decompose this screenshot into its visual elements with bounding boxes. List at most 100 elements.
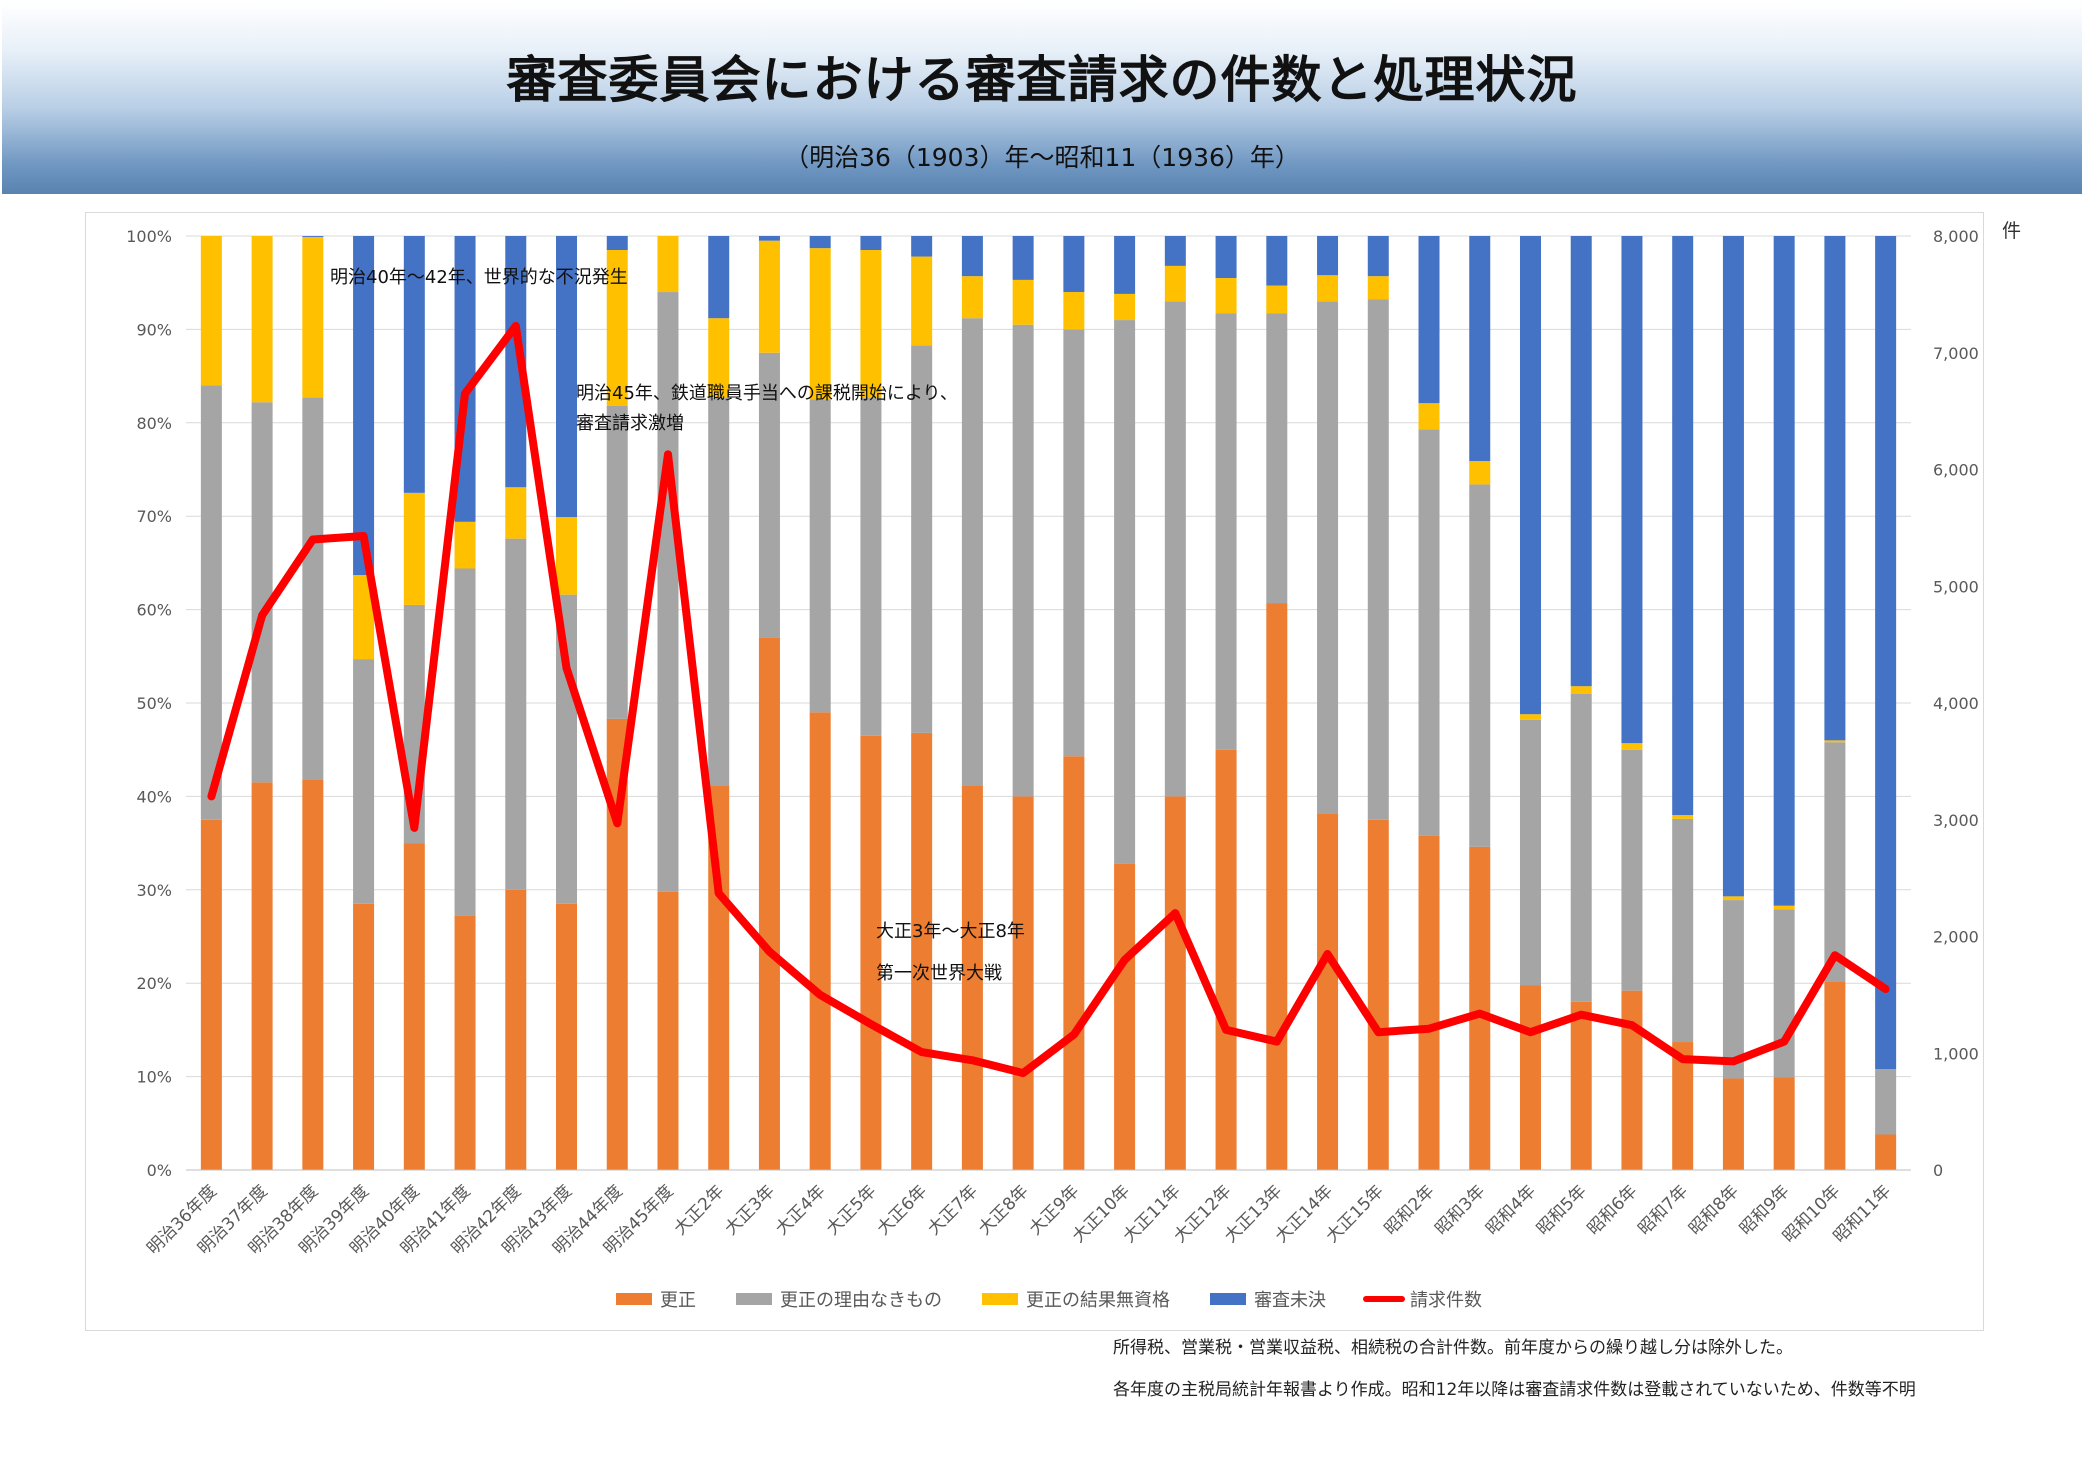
page-title: 審査委員会における審査請求の件数と処理状況 [506,51,1578,109]
y-left-tick-label: 70% [136,507,172,526]
y-right-tick-label: 4,000 [1933,694,1979,713]
bar-segment [1215,749,1237,1170]
legend-label: 更正 [660,1290,696,1311]
bar-segment [1367,819,1389,1170]
legend-swatch [982,1293,1018,1305]
footnote-1: 所得税、営業税・営業収益税、相続税の合計件数。前年度からの繰り越し分は除外した。 [1113,1338,1793,1358]
bar-segment [1722,896,1744,901]
bar-segment [1317,275,1339,302]
x-tick-label: 大正3年 [721,1181,779,1239]
bar-segment [200,385,222,820]
bar-segment [1824,740,1846,743]
bar-segment [657,292,679,892]
bar-segment [1672,818,1694,1043]
x-tick-label: 昭和3年 [1431,1181,1489,1239]
bar-segment [353,236,375,576]
bar-segment [1266,236,1288,286]
legend-label: 更正の結果無資格 [1026,1290,1170,1311]
x-tick-label: 昭和4年 [1482,1181,1540,1239]
x-tick-label: 昭和6年 [1584,1181,1642,1239]
bar-segment [1164,236,1186,266]
bar-segment [1367,236,1389,277]
y-right-tick-label: 8,000 [1933,227,1979,246]
x-tick-label: 大正5年 [823,1181,881,1239]
bar-segment [961,785,983,1170]
bar-segment [606,718,628,1170]
y-right-unit: 件 [2002,220,2022,242]
bar-segment [1875,1134,1897,1170]
bar-segment [606,236,628,251]
title-banner: 審査委員会における審査請求の件数と処理状況 （明治36（1903）年～昭和11（… [2,2,2082,194]
bar-segment [1773,236,1795,906]
y-left-tick-label: 100% [126,227,172,246]
bar-segment [505,538,527,890]
bar-segment [860,735,882,1170]
y-right-tick-label: 6,000 [1933,461,1979,480]
bar-segment [1418,403,1440,430]
bar-segment [1063,756,1085,1170]
bar-segment [1266,603,1288,1170]
bar-segment [1672,815,1694,819]
bar-segment [1367,276,1389,300]
bar-segment [1621,743,1643,750]
bar-segment [758,236,780,241]
bar-segment [708,236,730,319]
bar-segment [1215,236,1237,279]
bar-segment [403,236,425,493]
bar-segment [1824,742,1846,982]
bar-segment [251,402,273,783]
bar-segment [1722,1078,1744,1170]
bar-segment [657,236,679,293]
bar-segment [911,345,933,733]
y-left-tick-label: 0% [147,1161,172,1180]
bar-segment [1773,1077,1795,1170]
legend-label: 審査未決 [1254,1290,1326,1311]
bar-segment [1012,236,1034,280]
bar-segment [961,276,983,319]
bar-segment [251,782,273,1170]
bar-segment [1672,236,1694,816]
bar-segment [809,712,831,1170]
bar-segment [556,517,578,595]
bar-segment [353,659,375,904]
bar-segment [860,236,882,251]
bar-segment [556,903,578,1170]
bar-segment [1012,796,1034,1170]
bar-segment [1469,461,1491,485]
bar-segment [1621,990,1643,1170]
bar-segment [302,236,324,237]
legend-swatch [1210,1293,1246,1305]
bar-segment [1722,236,1744,897]
annotation-text: 審査請求激増 [576,413,684,434]
bar-segment [302,236,324,398]
bar-segment [1063,292,1085,330]
x-tick-label: 昭和2年 [1381,1181,1439,1239]
bar-segment [1114,863,1136,1170]
bar-segment [1418,835,1440,1170]
bar-segment [1114,293,1136,321]
y-left-tick-label: 10% [136,1068,172,1087]
bar-segment [1164,796,1186,1170]
bar-segment [403,492,425,605]
y-right-tick-label: 7,000 [1933,344,1979,363]
bar-segment [809,399,831,713]
y-left-tick-label: 40% [136,787,172,806]
bar-segment [1875,1069,1897,1135]
bar-segment [353,575,375,660]
bar-segment [1317,813,1339,1170]
bar-segment [302,397,324,780]
bar-segment [1570,236,1592,687]
bar-segment [454,521,476,569]
bar-segment [556,236,578,518]
x-tick-label: 大正7年 [924,1181,982,1239]
y-left-tick-label: 80% [136,414,172,433]
bar-segment [606,405,628,719]
bar-segment [1773,909,1795,1078]
bar-segment [1215,313,1237,750]
y-right-tick-label: 2,000 [1933,928,1979,947]
bar-segment [1621,749,1643,991]
bar-segment [1672,1042,1694,1170]
bar-segment [758,352,780,638]
request-count-line [207,321,1890,1078]
y-right-tick-label: 3,000 [1933,811,1979,830]
